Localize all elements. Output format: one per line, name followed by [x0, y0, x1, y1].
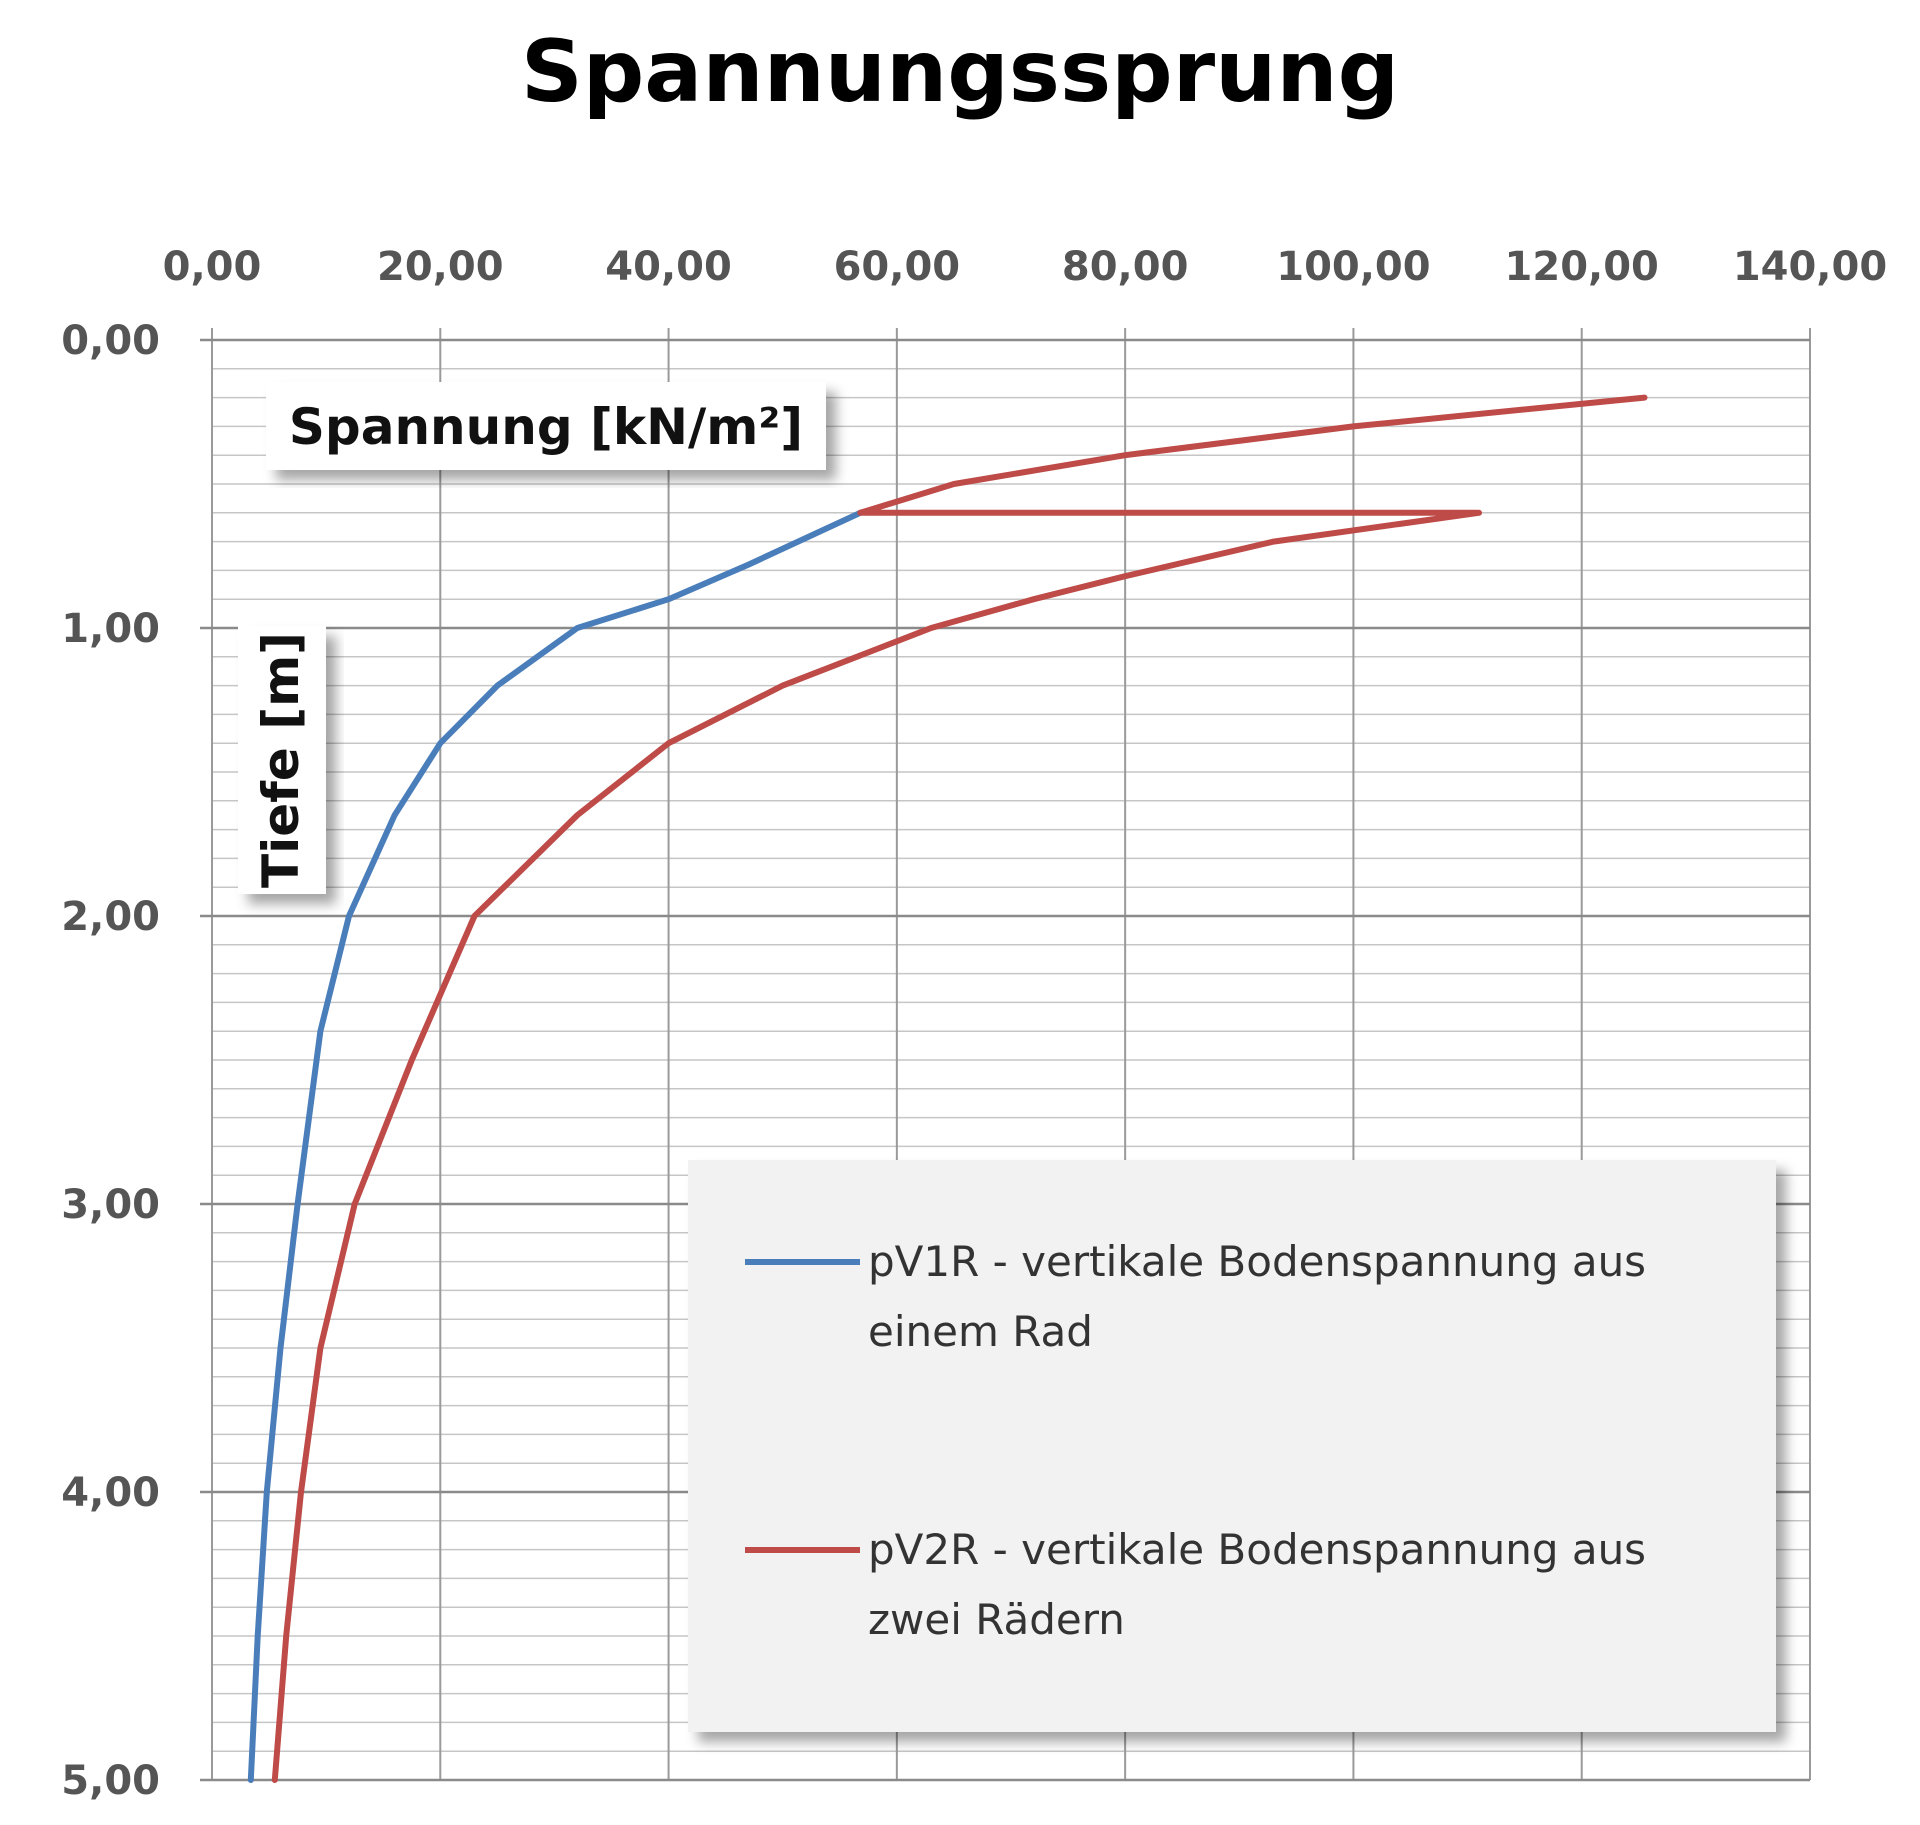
x-axis-title-box: Spannung [kN/m²] [266, 382, 826, 470]
chart-title: Spannungssprung [520, 22, 1400, 122]
legend-entry-1: pV1R - vertikale Bodenspannung aus einem … [868, 1237, 1646, 1356]
y-tick-label: 4,00 [61, 1470, 160, 1516]
x-axis-title: Spannung [kN/m²] [289, 398, 803, 456]
series-line-1 [247, 509, 864, 1783]
legend-entry-2: pV2R - vertikale Bodenspannung aus zwei R… [868, 1525, 1646, 1644]
y-tick-label: 2,00 [61, 894, 160, 940]
x-tick-label: 20,00 [377, 244, 504, 290]
series-line-2 [271, 394, 1648, 1783]
x-axis-title-bg [266, 382, 826, 470]
y-tick-label: 0,00 [61, 318, 160, 364]
y-tick-label: 5,00 [61, 1758, 160, 1804]
x-tick-label: 140,00 [1733, 244, 1887, 290]
legend: pV1R - vertikale Bodenspannung aus einem … [688, 1160, 1776, 1732]
y-tick-label: 3,00 [61, 1182, 160, 1228]
legend-box [688, 1160, 1776, 1732]
x-tick-label: 40,00 [605, 244, 732, 290]
y-axis-title: Tiefe [m] [252, 632, 310, 888]
y-tick-label: 1,00 [61, 606, 160, 652]
y-axis-title-box: Tiefe [m] [238, 626, 326, 894]
x-tick-label: 100,00 [1276, 244, 1430, 290]
x-tick-label: 60,00 [834, 244, 961, 290]
x-tick-label: 0,00 [163, 244, 262, 290]
x-tick-label: 120,00 [1505, 244, 1659, 290]
x-tick-label: 80,00 [1062, 244, 1189, 290]
y-axis-title-bg [238, 626, 326, 894]
